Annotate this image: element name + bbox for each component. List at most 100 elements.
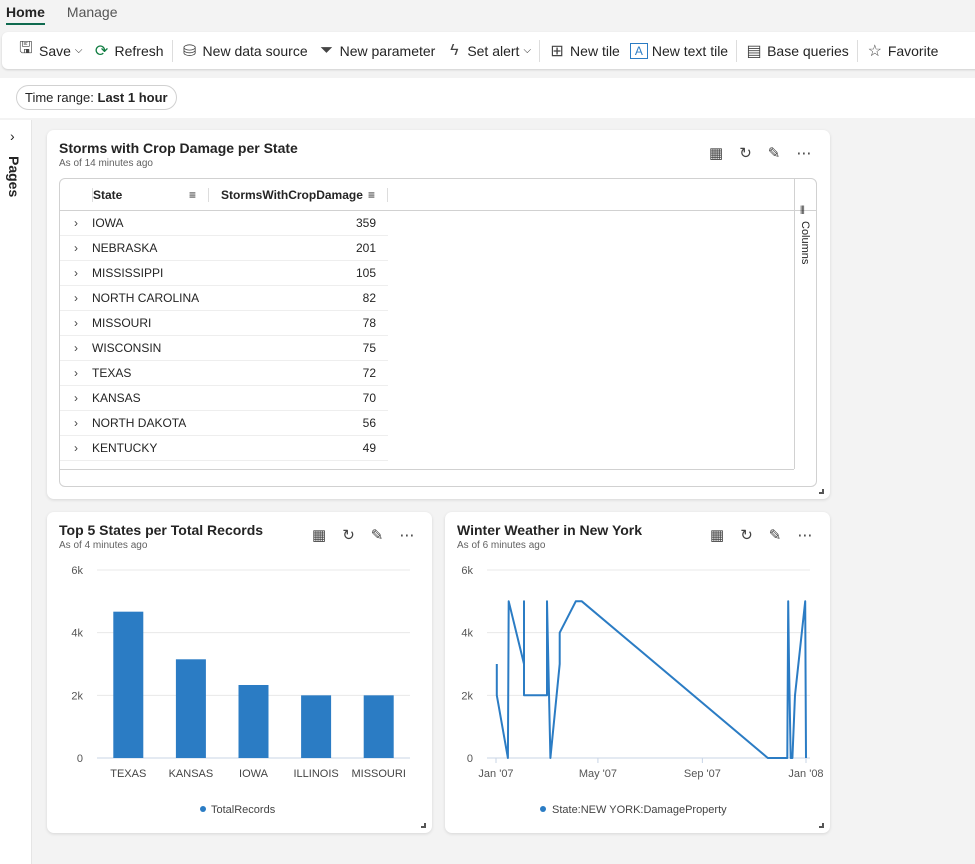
more-icon[interactable]: ⋯ (399, 527, 415, 544)
table-row[interactable]: › NORTH DAKOTA 56 (60, 411, 388, 436)
chevron-right-icon[interactable]: › (10, 128, 15, 144)
save-icon: 🖫 (19, 40, 33, 57)
edit-icon[interactable]: ✎ (370, 527, 384, 544)
table-row[interactable]: › WISCONSIN 75 (60, 336, 388, 361)
more-icon[interactable]: ⋯ (797, 527, 813, 544)
cell-storms: 105 (355, 266, 376, 280)
expand-chevron-icon[interactable]: › (74, 266, 78, 280)
new-parameter-label: New parameter (339, 42, 436, 59)
more-icon[interactable]: ⋯ (796, 145, 812, 162)
expand-chevron-icon[interactable]: › (74, 391, 78, 405)
column-menu-icon[interactable]: ≡ (367, 187, 375, 202)
legend-marker (540, 806, 546, 812)
new-tile-icon: ⊞ (550, 42, 564, 60)
column-header-storms[interactable]: StormsWithCropDamage ≡ (208, 187, 388, 202)
table-row[interactable]: › IOWA 359 (60, 211, 388, 236)
resize-handle[interactable] (819, 823, 824, 828)
new-parameter-button[interactable]: ⏷ New parameter (313, 42, 441, 60)
divider (171, 39, 173, 62)
y-tick-label: 6k (71, 565, 83, 577)
data-grid: State ≡ StormsWithCropDamage ≡ › IOWA 359 › NE… (59, 178, 817, 487)
expand-chevron-icon[interactable]: › (74, 416, 78, 430)
expand-chevron-icon[interactable]: › (74, 241, 78, 255)
set-alert-button[interactable]: ϟ Set alert ⌵ (440, 42, 536, 60)
column-header-state[interactable]: State ≡ (92, 187, 208, 202)
tile-title: Top 5 States per Total Records (59, 522, 264, 538)
lightning-icon: ϟ (450, 41, 459, 59)
save-button[interactable]: 🖫 Save ⌵ (12, 37, 88, 64)
column-header-label: State (93, 187, 123, 202)
columns-panel-toggle[interactable]: ⦀ Columns (794, 179, 816, 469)
top-tabs: Home Manage (0, 0, 118, 28)
time-range-filter[interactable]: Time range: Last 1 hour (16, 85, 177, 110)
table-icon[interactable]: ▦ (710, 527, 725, 544)
tile-winter-weather-line-chart: Winter Weather in New York As of 6 minut… (445, 512, 830, 833)
tile-title: Storms with Crop Damage per State (59, 140, 298, 156)
edit-icon[interactable]: ✎ (768, 527, 782, 544)
edit-icon[interactable]: ✎ (767, 145, 781, 162)
base-queries-label: Base queries (767, 42, 849, 59)
favorite-label: Favorite (887, 42, 939, 59)
cell-storms: 359 (355, 216, 376, 230)
grid-header: State ≡ StormsWithCropDamage ≡ (60, 179, 816, 211)
expand-chevron-icon[interactable]: › (74, 216, 78, 230)
base-queries-button[interactable]: ▤ Base queries (740, 41, 854, 61)
y-tick-label: 4k (461, 628, 473, 640)
filter-add-icon: ⏷ (320, 41, 334, 59)
expand-chevron-icon[interactable]: › (74, 291, 78, 305)
table-row[interactable]: › NEBRASKA 201 (60, 236, 388, 261)
y-tick-label: 0 (77, 753, 83, 765)
refresh-label: Refresh (114, 42, 164, 59)
table-row[interactable]: › NORTH CAROLINA 82 (60, 286, 388, 311)
chevron-down-icon: ⌵ (523, 45, 532, 56)
table-icon[interactable]: ▦ (709, 145, 724, 162)
resize-handle[interactable] (421, 823, 426, 828)
bar (363, 695, 394, 758)
tab-home[interactable]: Home (6, 1, 45, 27)
new-text-tile-button[interactable]: A New text tile (625, 42, 733, 59)
column-menu-icon[interactable]: ≡ (188, 187, 196, 202)
y-tick-label: 0 (467, 753, 473, 765)
y-tick-label: 4k (71, 628, 83, 640)
tile-subtitle: As of 4 minutes ago (59, 540, 148, 551)
bar (238, 684, 269, 758)
toolbar: 🖫 Save ⌵ ⟳ Refresh ⛁ New data source ⏷ New pa… (2, 32, 975, 69)
table-icon[interactable]: ▦ (312, 527, 327, 544)
tile-crop-damage-table: Storms with Crop Damage per State As of … (47, 130, 830, 499)
table-row[interactable]: › KANSAS 70 (60, 386, 388, 411)
legend-label: State:NEW YORK:DamageProperty (552, 804, 727, 816)
new-text-tile-label: New text tile (651, 42, 729, 59)
pages-toggle[interactable]: Pages (6, 156, 22, 198)
expand-chevron-icon[interactable]: › (74, 366, 78, 380)
bar (301, 695, 332, 758)
expand-chevron-icon[interactable]: › (74, 316, 78, 330)
table-row[interactable]: › TEXAS 72 (60, 361, 388, 386)
cell-state: NORTH DAKOTA (92, 416, 187, 430)
cell-storms: 201 (355, 241, 376, 255)
expand-chevron-icon[interactable]: › (74, 441, 78, 455)
cell-storms: 49 (362, 441, 376, 455)
refresh-icon[interactable]: ↻ (739, 145, 752, 162)
x-tick-label: Jan '07 (478, 768, 513, 780)
table-row[interactable]: › MISSISSIPPI 105 (60, 261, 388, 286)
x-tick-label: May '07 (579, 768, 617, 780)
tab-manage[interactable]: Manage (66, 4, 118, 20)
table-row[interactable]: › MISSOURI 78 (60, 311, 388, 336)
tile-title: Winter Weather in New York (457, 522, 643, 538)
favorite-button[interactable]: ☆ Favorite (861, 41, 944, 61)
x-tick-label: MISSOURI (351, 768, 405, 780)
new-data-source-button[interactable]: ⛁ New data source (176, 41, 313, 61)
table-row[interactable]: › KENTUCKY 49 (60, 436, 388, 461)
time-range-value: Last 1 hour (97, 90, 168, 105)
resize-handle[interactable] (819, 489, 824, 494)
refresh-button[interactable]: ⟳ Refresh (88, 41, 169, 61)
horizontal-scrollbar[interactable] (60, 469, 794, 470)
expand-chevron-icon[interactable]: › (74, 341, 78, 355)
cell-state: KENTUCKY (92, 441, 158, 455)
refresh-icon[interactable]: ↻ (342, 527, 355, 544)
new-tile-button[interactable]: ⊞ New tile (543, 41, 625, 61)
cell-storms: 75 (362, 341, 376, 355)
y-tick-label: 2k (71, 690, 83, 702)
refresh-icon[interactable]: ↻ (740, 527, 753, 544)
divider (736, 39, 738, 62)
